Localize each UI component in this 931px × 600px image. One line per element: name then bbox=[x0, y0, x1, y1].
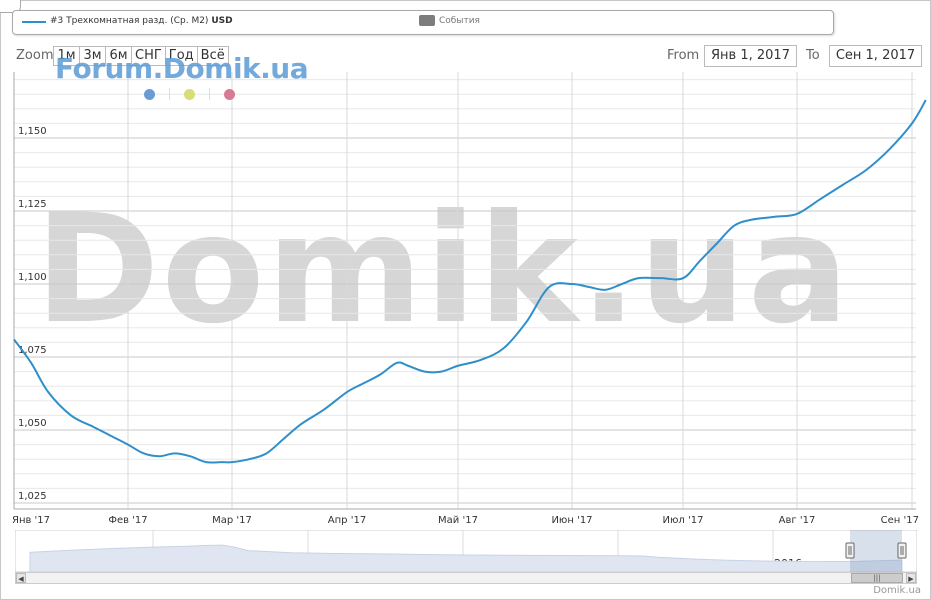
zoom-1y-button[interactable]: Год bbox=[164, 46, 197, 66]
y-tick-label: 1,050 bbox=[18, 418, 47, 429]
credit-link[interactable]: Domik.ua bbox=[873, 585, 921, 596]
watermark-small: Forum.Domik.ua bbox=[55, 52, 309, 85]
y-tick-label: 1,125 bbox=[18, 199, 47, 210]
x-tick-label: Мар '17 bbox=[212, 515, 252, 526]
marker-dot-blue[interactable] bbox=[144, 88, 155, 100]
legend-series-line-icon[interactable] bbox=[22, 21, 46, 23]
y-tick-label: 1,100 bbox=[18, 272, 47, 283]
zoom-3m-button[interactable]: 3м bbox=[79, 46, 105, 66]
marker-dot-yellow[interactable] bbox=[184, 88, 195, 100]
marker-dot-pink[interactable] bbox=[224, 88, 235, 100]
zoom-label: Zoom bbox=[16, 48, 54, 63]
legend-series-label: #3 Трехкомнатная разд. (Ср. M2) bbox=[50, 16, 209, 26]
scrollbar[interactable]: ◀ ||| ▶ bbox=[15, 572, 917, 584]
y-tick-label: 1,025 bbox=[18, 491, 47, 502]
legend-series-item[interactable]: #3 Трехкомнатная разд. (Ср. M2) USD bbox=[50, 16, 233, 26]
scroll-thumb[interactable]: ||| bbox=[851, 573, 903, 583]
scroll-right-arrow-icon[interactable]: ▶ bbox=[906, 573, 916, 583]
x-tick-label: Янв '17 bbox=[12, 515, 50, 526]
scroll-left-arrow-icon[interactable]: ◀ bbox=[16, 573, 26, 583]
to-label: To bbox=[806, 48, 820, 63]
x-tick-label: Июл '17 bbox=[663, 515, 704, 526]
corner-tab[interactable] bbox=[0, 0, 21, 13]
marker-dots bbox=[144, 88, 235, 100]
zoom-1m-button[interactable]: 1м bbox=[53, 46, 79, 66]
zoom-buttons: 1м 3м 6м СНГ Год Всё bbox=[53, 46, 229, 66]
marker-separator bbox=[209, 88, 210, 100]
legend-events-label[interactable]: События bbox=[439, 16, 480, 26]
zoom-ytd-button[interactable]: СНГ bbox=[131, 46, 165, 66]
navigator[interactable]: 20082010201220142016 bbox=[15, 530, 917, 572]
y-tick-label: 1,075 bbox=[18, 345, 47, 356]
to-date-input[interactable]: Сен 1, 2017 bbox=[829, 45, 922, 67]
from-label: From bbox=[667, 48, 700, 63]
marker-separator bbox=[169, 88, 170, 100]
navigator-handle bbox=[845, 542, 855, 559]
from-date-input[interactable]: Янв 1, 2017 bbox=[704, 45, 797, 67]
legend-series-unit: USD bbox=[211, 16, 233, 26]
legend: #3 Трехкомнатная разд. (Ср. M2) USD Собы… bbox=[12, 10, 834, 35]
series-line bbox=[13, 99, 927, 464]
y-tick-label: 1,150 bbox=[18, 126, 47, 137]
navigator-area bbox=[29, 544, 903, 572]
x-tick-label: Май '17 bbox=[438, 515, 478, 526]
navigator-selected-range bbox=[850, 530, 902, 572]
navigator-handle bbox=[897, 542, 907, 559]
zoom-all-button[interactable]: Всё bbox=[196, 46, 229, 66]
zoom-6m-button[interactable]: 6м bbox=[105, 46, 131, 66]
events-swatch-icon[interactable] bbox=[419, 15, 435, 26]
x-tick-label: Сен '17 bbox=[881, 515, 919, 526]
x-tick-label: Апр '17 bbox=[328, 515, 366, 526]
x-tick-label: Авг '17 bbox=[779, 515, 816, 526]
x-tick-label: Фев '17 bbox=[108, 515, 147, 526]
x-tick-label: Июн '17 bbox=[551, 515, 592, 526]
watermark-big: Domik.ua bbox=[35, 183, 852, 357]
